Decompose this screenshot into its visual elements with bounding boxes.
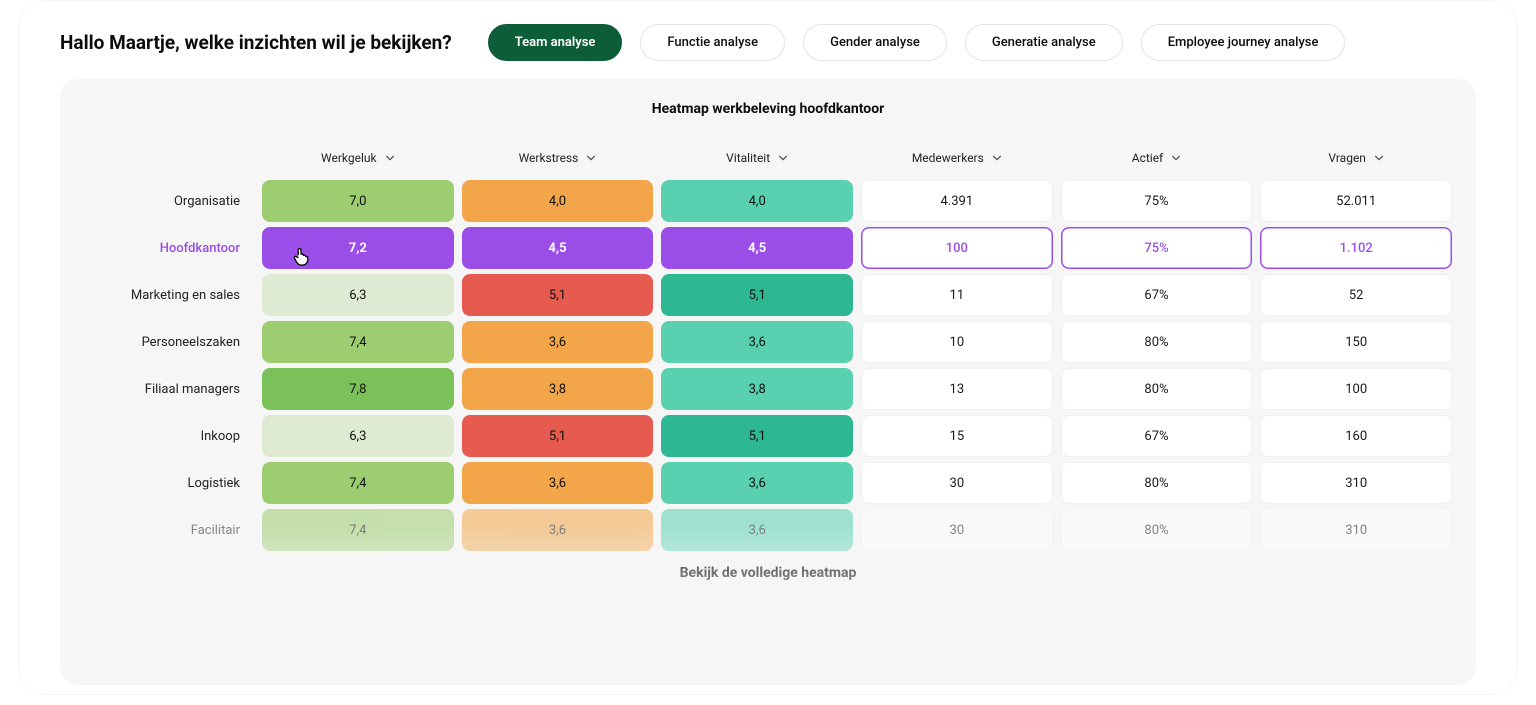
heatmap-cell[interactable]: 80%	[1061, 509, 1253, 551]
heatmap-cell[interactable]: 67%	[1061, 274, 1253, 316]
row-label[interactable]: Filiaal managers	[84, 368, 254, 410]
heatmap-cell[interactable]: 6,3	[262, 415, 454, 457]
heatmap-cell[interactable]: 52.011	[1260, 180, 1452, 222]
column-header-label: Werkgeluk	[321, 151, 377, 165]
heatmap-cell[interactable]: 3,6	[661, 509, 853, 551]
heatmap-cell[interactable]: 13	[861, 368, 1053, 410]
heatmap-cell[interactable]: 3,6	[462, 462, 654, 504]
heatmap-cell[interactable]: 7,4	[262, 321, 454, 363]
column-header[interactable]: Actief	[1061, 141, 1253, 175]
topbar: Hallo Maartje, welke inzichten wil je be…	[60, 24, 1476, 61]
hand-cursor-icon	[290, 245, 312, 267]
heatmap-cell[interactable]: 52	[1260, 274, 1452, 316]
heatmap-cell[interactable]: 4,0	[462, 180, 654, 222]
heatmap-cell[interactable]: 5,1	[462, 415, 654, 457]
heatmap-cell[interactable]: 75%	[1061, 180, 1253, 222]
heatmap-cell[interactable]: 100	[861, 227, 1053, 269]
heatmap-cell[interactable]: 6,3	[262, 274, 454, 316]
column-header-label: Actief	[1132, 151, 1164, 165]
heatmap-cell[interactable]: 10	[861, 321, 1053, 363]
heatmap-cell[interactable]: 3,6	[462, 509, 654, 551]
column-header[interactable]: Medewerkers	[861, 141, 1053, 175]
heatmap-cell[interactable]: 100	[1260, 368, 1452, 410]
chevron-down-icon	[778, 153, 788, 163]
row-label[interactable]: Personeelszaken	[84, 321, 254, 363]
heatmap-cell[interactable]: 80%	[1061, 368, 1253, 410]
heatmap-cell[interactable]: 3,6	[661, 321, 853, 363]
heatmap-cell[interactable]: 80%	[1061, 462, 1253, 504]
column-header[interactable]: Werkgeluk	[262, 141, 454, 175]
heatmap-cell[interactable]: 160	[1260, 415, 1452, 457]
column-header-label: Medewerkers	[912, 151, 984, 165]
tab-label: Team analyse	[515, 35, 596, 50]
heatmap-cell[interactable]: 7,0	[262, 180, 454, 222]
heatmap-grid: Werkgeluk Werkstress Vitaliteit Medewerkers…	[84, 141, 1452, 551]
heatmap-cell[interactable]: 30	[861, 509, 1053, 551]
column-header-label: Werkstress	[519, 151, 579, 165]
tab-employee-journey-analyse[interactable]: Employee journey analyse	[1141, 24, 1346, 61]
heatmap-cell[interactable]: 7,4	[262, 509, 454, 551]
tab-label: Functie analyse	[667, 35, 758, 50]
view-full-heatmap-link[interactable]: Bekijk de volledige heatmap	[84, 551, 1452, 587]
column-header[interactable]: Vragen	[1260, 141, 1452, 175]
heatmap-cell[interactable]: 11	[861, 274, 1053, 316]
tab-label: Generatie analyse	[992, 35, 1096, 50]
heatmap-cell[interactable]: 3,6	[462, 321, 654, 363]
header-spacer	[84, 141, 254, 175]
heatmap-cell[interactable]: 67%	[1061, 415, 1253, 457]
row-label[interactable]: Facilitair	[84, 509, 254, 551]
app-window: Hallo Maartje, welke inzichten wil je be…	[18, 0, 1518, 695]
row-label[interactable]: Logistiek	[84, 462, 254, 504]
heatmap-cell[interactable]: 4,0	[661, 180, 853, 222]
heatmap-cell[interactable]: 5,1	[462, 274, 654, 316]
heatmap-cell[interactable]: 4.391	[861, 180, 1053, 222]
heatmap-cell[interactable]: 4,5	[661, 227, 853, 269]
heatmap-panel: Heatmap werkbeleving hoofdkantoor Werkge…	[60, 79, 1476, 685]
chevron-down-icon	[385, 153, 395, 163]
heatmap-cell[interactable]: 310	[1260, 462, 1452, 504]
tab-functie-analyse[interactable]: Functie analyse	[640, 24, 785, 61]
heatmap-cell[interactable]: 4,5	[462, 227, 654, 269]
row-label[interactable]: Organisatie	[84, 180, 254, 222]
chevron-down-icon	[586, 153, 596, 163]
tab-generatie-analyse[interactable]: Generatie analyse	[965, 24, 1123, 61]
column-header-label: Vitaliteit	[726, 151, 770, 165]
chevron-down-icon	[1171, 153, 1181, 163]
heatmap-cell[interactable]: 3,6	[661, 462, 853, 504]
heatmap-cell[interactable]: 1.102	[1260, 227, 1452, 269]
column-header[interactable]: Werkstress	[462, 141, 654, 175]
heatmap-cell[interactable]: 7,8	[262, 368, 454, 410]
row-label[interactable]: Inkoop	[84, 415, 254, 457]
heatmap-cell[interactable]: 7,2	[262, 227, 454, 269]
row-label[interactable]: Marketing en sales	[84, 274, 254, 316]
tab-team-analyse[interactable]: Team analyse	[488, 24, 623, 61]
heatmap-cell[interactable]: 3,8	[462, 368, 654, 410]
tab-label: Employee journey analyse	[1168, 35, 1319, 50]
heatmap-cell[interactable]: 75%	[1061, 227, 1253, 269]
heatmap-cell[interactable]: 5,1	[661, 415, 853, 457]
chevron-down-icon	[992, 153, 1002, 163]
heatmap-cell[interactable]: 30	[861, 462, 1053, 504]
heatmap-cell[interactable]: 310	[1260, 509, 1452, 551]
greeting-text: Hallo Maartje, welke inzichten wil je be…	[60, 31, 452, 54]
heatmap-cell[interactable]: 3,8	[661, 368, 853, 410]
row-label[interactable]: Hoofdkantoor	[84, 227, 254, 269]
heatmap-cell[interactable]: 150	[1260, 321, 1452, 363]
chevron-down-icon	[1374, 153, 1384, 163]
tab-label: Gender analyse	[830, 35, 920, 50]
heatmap-cell[interactable]: 5,1	[661, 274, 853, 316]
column-header[interactable]: Vitaliteit	[661, 141, 853, 175]
heatmap-cell[interactable]: 7,4	[262, 462, 454, 504]
heatmap-title: Heatmap werkbeleving hoofdkantoor	[84, 101, 1452, 117]
heatmap-cell[interactable]: 80%	[1061, 321, 1253, 363]
tab-gender-analyse[interactable]: Gender analyse	[803, 24, 947, 61]
column-header-label: Vragen	[1328, 151, 1366, 165]
heatmap-cell[interactable]: 15	[861, 415, 1053, 457]
